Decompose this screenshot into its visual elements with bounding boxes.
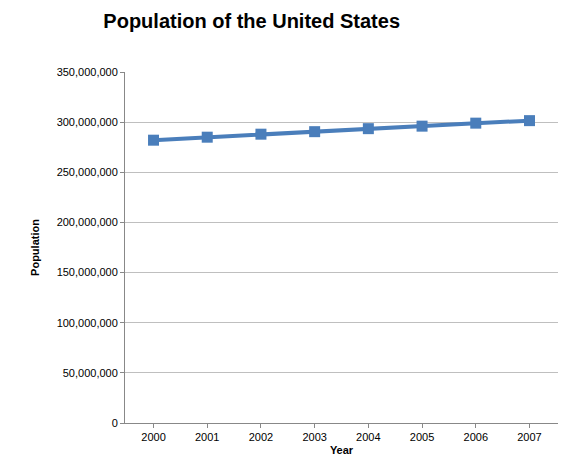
svg-text:2002: 2002 xyxy=(249,431,273,443)
svg-text:100,000,000: 100,000,000 xyxy=(57,317,118,329)
svg-text:200,000,000: 200,000,000 xyxy=(57,216,118,228)
svg-text:50,000,000: 50,000,000 xyxy=(63,367,118,379)
svg-text:150,000,000: 150,000,000 xyxy=(57,266,118,278)
svg-text:2005: 2005 xyxy=(410,431,434,443)
svg-text:Population of the United State: Population of the United States xyxy=(103,10,400,32)
svg-text:250,000,000: 250,000,000 xyxy=(57,166,118,178)
svg-text:2007: 2007 xyxy=(517,431,541,443)
svg-text:300,000,000: 300,000,000 xyxy=(57,116,118,128)
svg-text:350,000,000: 350,000,000 xyxy=(57,66,118,78)
svg-text:2003: 2003 xyxy=(302,431,326,443)
svg-text:Year: Year xyxy=(330,444,354,456)
svg-text:2004: 2004 xyxy=(356,431,380,443)
svg-text:2006: 2006 xyxy=(464,431,488,443)
svg-text:2000: 2000 xyxy=(141,431,165,443)
svg-text:0: 0 xyxy=(112,417,118,429)
svg-text:2001: 2001 xyxy=(195,431,219,443)
svg-text:Population: Population xyxy=(29,219,41,276)
